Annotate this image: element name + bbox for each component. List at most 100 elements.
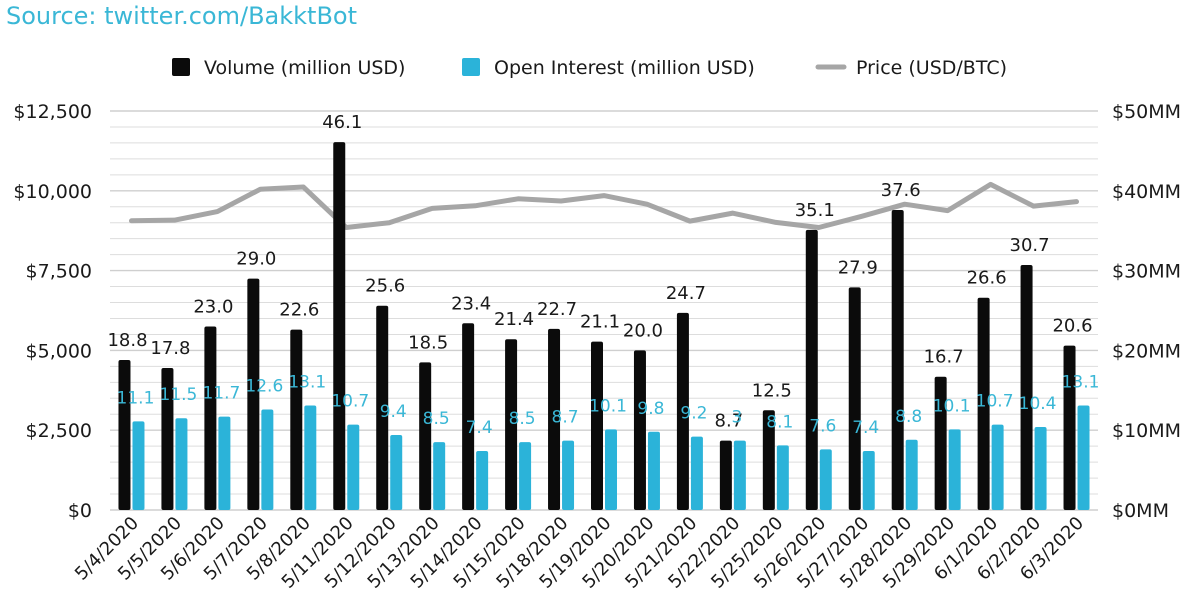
- open-interest-bar: [175, 418, 188, 510]
- legend: Volume (million USD) Open Interest (milli…: [172, 57, 1007, 79]
- open-interest-bar: [733, 440, 746, 510]
- volume-data-label: 21.4: [494, 309, 534, 330]
- volume-data-label: 30.7: [1010, 235, 1050, 256]
- right-axis-ticks: $0MM $10MM $20MM $30MM $40MM $50MM: [1112, 101, 1181, 522]
- volume-data-label: 37.6: [881, 180, 921, 201]
- right-tick-label: $30MM: [1112, 261, 1181, 283]
- volume-bar: [1063, 345, 1076, 510]
- left-tick-label: $2,500: [26, 420, 92, 442]
- volume-data-label: 20.6: [1052, 316, 1092, 337]
- volume-bar: [1020, 265, 1033, 510]
- open-interest-bar: [218, 416, 231, 510]
- volume-bar: [719, 440, 732, 510]
- right-tick-label: $0MM: [1112, 500, 1169, 522]
- volume-bar: [591, 341, 603, 510]
- open-interest-bar: [390, 434, 403, 510]
- volume-bar: [462, 323, 475, 510]
- volume-bar: [204, 326, 217, 510]
- volume-data-label: 29.0: [236, 249, 276, 270]
- legend-volume-label: Volume (million USD): [204, 57, 405, 79]
- volume-data-label: 24.7: [666, 283, 706, 304]
- left-tick-label: $0: [68, 500, 92, 522]
- volume-data-label: 17.8: [150, 338, 190, 359]
- open-interest-data-label: 12.6: [245, 376, 283, 396]
- open-interest-data-label: 10.1: [589, 396, 627, 416]
- volume-bar: [633, 350, 646, 510]
- open-interest-bar: [261, 409, 274, 510]
- open-interest-bar: [862, 450, 875, 510]
- bar-series: [118, 142, 1090, 511]
- price-line-series: [128, 181, 1080, 231]
- volume-bar: [848, 287, 861, 510]
- open-interest-data-label: 9.2: [680, 404, 707, 424]
- volume-data-label: 23.4: [451, 293, 491, 314]
- volume-data-label: 21.1: [580, 312, 620, 333]
- volume-bar: [977, 297, 990, 510]
- open-interest-data-label: 8.7: [552, 408, 579, 428]
- volume-data-label: 27.9: [838, 257, 878, 278]
- open-interest-data-label: 10.7: [976, 392, 1014, 412]
- open-interest-data-label: 8.1: [766, 412, 793, 432]
- left-tick-label: $10,000: [13, 181, 92, 203]
- open-interest-data-label: 7.6: [809, 416, 836, 436]
- open-interest-data-label: 8.5: [423, 409, 450, 429]
- volume-bar: [934, 376, 947, 510]
- volume-bar: [118, 359, 131, 510]
- open-interest-data-label: 10.7: [331, 392, 369, 412]
- right-tick-label: $10MM: [1112, 420, 1181, 442]
- open-interest-bar: [304, 405, 317, 510]
- volume-bar: [676, 312, 689, 510]
- volume-data-label: 22.7: [537, 299, 577, 320]
- volume-bar: [333, 142, 346, 510]
- volume-bar: [376, 305, 389, 510]
- volume-bar: [505, 339, 518, 510]
- volume-data-label: 22.6: [279, 300, 319, 321]
- open-interest-bar: [991, 424, 1004, 510]
- open-interest-bar: [905, 439, 918, 510]
- legend-open-interest-swatch: [462, 58, 480, 76]
- volume-data-label: 46.1: [322, 112, 362, 133]
- open-interest-data-label: 11.1: [117, 388, 155, 408]
- volume-data-label: 18.8: [107, 330, 147, 351]
- volume-bar: [247, 278, 260, 510]
- volume-data-label: 18.5: [408, 332, 448, 353]
- open-interest-data-label: 13.1: [1062, 372, 1100, 392]
- open-interest-data-label: 10.4: [1019, 394, 1057, 414]
- volume-data-label: 20.0: [623, 320, 663, 341]
- legend-price-label: Price (USD/BTC): [856, 57, 1007, 79]
- volume-data-label: 8.7: [715, 411, 744, 432]
- left-axis-ticks: $0 $2,500 $5,000 $7,500 $10,000 $12,500: [13, 101, 92, 522]
- volume-data-label: 16.7: [924, 347, 964, 368]
- open-interest-bar: [519, 442, 532, 510]
- open-interest-bar: [476, 450, 489, 510]
- volume-bar: [891, 209, 904, 510]
- volume-bar: [805, 229, 818, 511]
- open-interest-bar: [347, 424, 360, 510]
- right-tick-label: $20MM: [1112, 340, 1181, 362]
- open-interest-data-label: 9.4: [380, 402, 407, 422]
- x-axis-ticks: 5/4/20205/5/20205/6/20205/7/20205/8/2020…: [71, 513, 1088, 593]
- open-interest-data-label: 7.4: [852, 418, 879, 438]
- open-interest-data-label: 9.8: [637, 399, 664, 419]
- volume-bar: [419, 362, 432, 510]
- open-interest-bar: [819, 449, 832, 510]
- left-tick-label: $5,000: [26, 340, 92, 362]
- open-interest-data-label: 11.5: [160, 385, 198, 405]
- open-interest-bar: [605, 429, 617, 510]
- open-interest-data-label: 3: [731, 408, 742, 428]
- volume-bar: [161, 367, 174, 510]
- price-line: [128, 181, 1080, 231]
- open-interest-data-label: 8.5: [509, 409, 536, 429]
- data-labels: 18.8 11.1 17.8 11.5 23.0 11.7 29.0 12.6 22.6 13.1…: [107, 112, 1099, 438]
- open-interest-data-label: 7.4: [466, 418, 493, 438]
- open-interest-data-label: 11.7: [202, 384, 240, 404]
- volume-data-label: 23.0: [193, 296, 233, 317]
- open-interest-bar: [948, 429, 961, 510]
- right-tick-label: $50MM: [1112, 101, 1181, 123]
- open-interest-data-label: 10.1: [933, 396, 971, 416]
- volume-data-label: 35.1: [795, 200, 835, 221]
- open-interest-bar: [1034, 427, 1047, 510]
- open-interest-bar: [690, 436, 703, 510]
- volume-data-label: 25.6: [365, 276, 405, 297]
